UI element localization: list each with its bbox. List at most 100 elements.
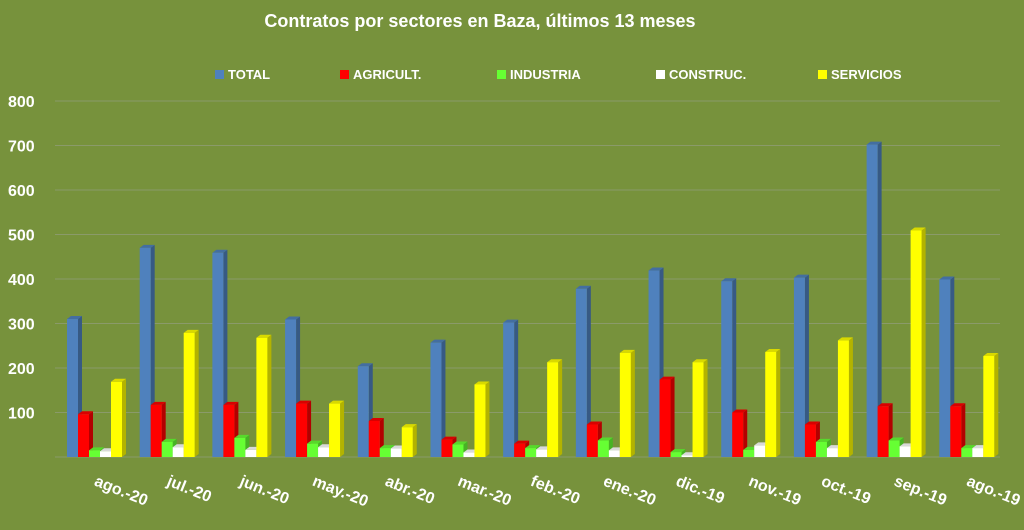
bar-servicios-mar.-20 [474, 381, 490, 457]
bar-front [586, 424, 598, 457]
bar-servicios-ago.-20 [111, 378, 126, 457]
bar-front [597, 440, 609, 457]
bar-top [765, 348, 781, 352]
bar-top [379, 445, 395, 449]
bar-agricult-dic.-19 [659, 376, 675, 457]
bar-front [659, 379, 671, 457]
bar-front [815, 441, 827, 457]
x-tick-label: ago.-20 [92, 473, 150, 510]
bar-side [630, 349, 635, 457]
bar-front [223, 404, 235, 457]
bar-front [804, 424, 816, 457]
bar-front [961, 448, 973, 457]
bar-front [67, 319, 78, 457]
bar-side [340, 400, 345, 457]
bar-top [111, 378, 126, 382]
x-tick-label: dic.-19 [673, 473, 726, 508]
bar-top [525, 445, 541, 449]
x-tick-label: nov.-19 [746, 473, 803, 509]
bar-side [994, 352, 999, 457]
bar-front [648, 270, 660, 457]
bar-side [586, 285, 591, 457]
bar-top [793, 274, 809, 278]
bar-top [575, 285, 591, 289]
chart-title: Contratos por sectores en Baza, últimos … [264, 11, 695, 31]
legend-swatch-4 [818, 70, 827, 79]
bar-front [452, 444, 464, 457]
x-tick-label: mar.-20 [455, 473, 513, 510]
bar-front [430, 342, 442, 457]
bar-top [837, 337, 853, 341]
bar-side [703, 359, 708, 457]
bar-front [837, 340, 849, 457]
bar-top [597, 437, 613, 441]
bar-top [183, 329, 199, 333]
bar-top [692, 359, 708, 363]
bar-front [754, 445, 766, 457]
bar-top [815, 438, 831, 442]
y-tick-label: 100 [8, 406, 35, 423]
bar-servicios-jul.-20 [183, 329, 199, 457]
bar-servicios-may.-20 [329, 400, 345, 457]
bar-total-oct.-19 [793, 274, 809, 457]
y-axis: 100 200 300 400 500 600 700 800 [8, 94, 35, 423]
bar-top [804, 421, 820, 425]
bar-servicios-feb.-20 [547, 359, 563, 457]
bar-servicios-oct.-19 [837, 337, 853, 457]
bar-top [212, 249, 228, 253]
bar-front [619, 352, 631, 457]
legend-label-0: TOTAL [228, 67, 270, 82]
bar-top [441, 436, 457, 440]
bar-top [452, 441, 468, 445]
legend-label-4: SERVICIOS [831, 67, 902, 82]
bar-front [390, 448, 402, 457]
bar-top [474, 381, 490, 385]
bar-servicios-dic.-19 [692, 359, 708, 457]
bar-top [67, 316, 82, 320]
bar-front [307, 443, 319, 457]
bar-front [212, 252, 224, 457]
bar-front [721, 281, 733, 457]
bar-agricult-ago.-20 [78, 411, 93, 457]
bar-top [285, 316, 301, 320]
bar-front [793, 277, 805, 457]
bar-front [743, 449, 755, 457]
bar-front [357, 366, 369, 457]
legend-swatch-2 [497, 70, 506, 79]
y-tick-label: 600 [8, 183, 35, 200]
bar-front [183, 332, 195, 457]
bar-side [743, 409, 748, 457]
y-tick-label: 700 [8, 139, 35, 156]
bar-side [89, 411, 93, 457]
bar-top [910, 227, 926, 231]
bar-top [89, 447, 104, 451]
bar-servicios-ago.-19 [983, 352, 999, 457]
bar-front [877, 406, 889, 457]
bar-side [848, 337, 853, 457]
bar-front [536, 449, 548, 457]
bar-front [670, 452, 682, 457]
bar-top [939, 276, 955, 280]
legend-label-1: AGRICULT. [353, 67, 421, 82]
x-tick-label: ago.-19 [964, 473, 1022, 510]
bar-top [430, 339, 446, 343]
bar-servicios-ene.-20 [619, 349, 635, 457]
bar-top [888, 437, 904, 441]
x-tick-label: jul.-20 [164, 473, 214, 506]
y-tick-label: 800 [8, 94, 35, 111]
bar-top [401, 424, 417, 428]
bar-top [256, 334, 272, 338]
bar-front [368, 420, 380, 457]
y-tick-label: 500 [8, 228, 35, 245]
legend-swatch-0 [215, 70, 224, 79]
bar-front [318, 447, 330, 457]
bar-top [547, 359, 563, 363]
bar-agricult-ago.-19 [950, 403, 966, 457]
bars [67, 141, 999, 458]
bar-total-mar.-20 [430, 339, 446, 457]
bar-front [100, 451, 111, 457]
bar-servicios-abr.-20 [401, 424, 417, 457]
bar-top [296, 400, 312, 404]
bar-side [877, 141, 882, 458]
bar-top [586, 421, 602, 425]
